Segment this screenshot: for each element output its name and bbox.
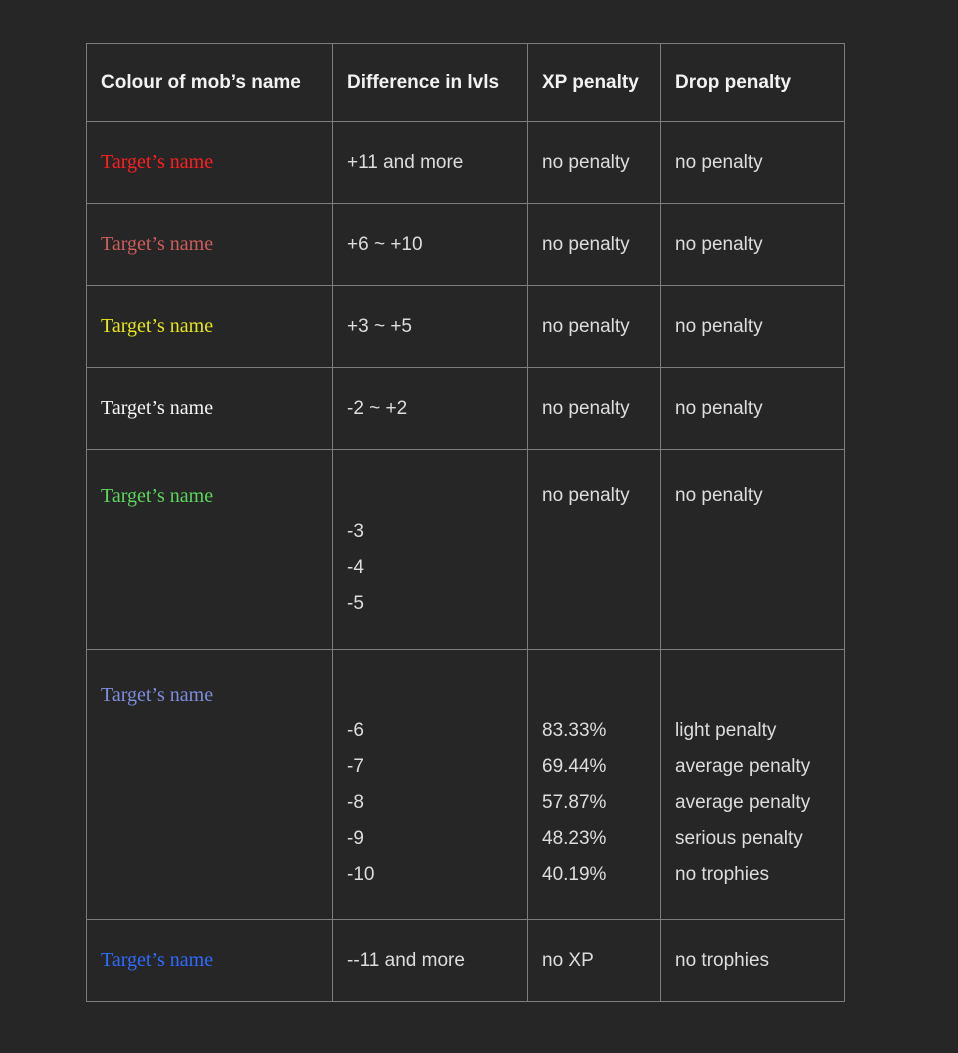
cell-line — [101, 749, 318, 785]
drop-cell: no penalty — [660, 121, 845, 204]
cell-line — [347, 677, 513, 713]
cell-line: no penalty — [542, 484, 630, 506]
cell-line — [675, 586, 830, 622]
diff-cell: +6 ~ +10 — [332, 203, 528, 286]
xp-cell: no XP — [527, 919, 661, 1002]
xp-cell: no penalty — [527, 367, 661, 450]
cell-line — [675, 550, 830, 586]
cell-line: 57.87% — [542, 791, 607, 813]
xp-cell: no penalty — [527, 449, 661, 650]
drop-cell: no penalty — [660, 367, 845, 450]
header-difference-in-lvls: Difference in lvls — [332, 43, 528, 122]
xp-cell: 83.33% 69.44% 57.87% 48.23% 40.19% — [527, 649, 661, 920]
table-row: Target’s name +3 ~ +5 no penalty no pena… — [86, 285, 845, 368]
header-drop-penalty: Drop penalty — [660, 43, 845, 122]
header-xp-penalty: XP penalty — [527, 43, 661, 122]
mob-name-cell: Target’s name — [86, 919, 333, 1002]
cell-line: no penalty — [675, 484, 763, 506]
cell-line — [675, 677, 830, 713]
cell-line — [101, 785, 318, 821]
cell-line: 48.23% — [542, 827, 607, 849]
xp-cell: no penalty — [527, 121, 661, 204]
cell-line — [101, 586, 318, 622]
mob-level-penalty-table: Colour of mob’s name Difference in lvls … — [86, 43, 845, 1002]
cell-line — [542, 514, 646, 550]
diff-cell: -6 -7 -8 -9 -10 — [332, 649, 528, 920]
cell-line: -6 — [347, 719, 364, 741]
drop-cell: no penalty — [660, 449, 845, 650]
xp-cell: no penalty — [527, 285, 661, 368]
cell-line: -3 — [347, 520, 364, 542]
cell-line — [101, 713, 318, 749]
table-row: Target’s name --11 and more no XP no tro… — [86, 919, 845, 1002]
drop-cell: no penalty — [660, 203, 845, 286]
mob-level-penalty-table-container: Colour of mob’s name Difference in lvls … — [86, 43, 845, 1002]
drop-cell: no penalty — [660, 285, 845, 368]
cell-line: average penalty — [675, 791, 811, 813]
xp-cell: no penalty — [527, 203, 661, 286]
table-row: Target’s name -2 ~ +2 no penalty no pena… — [86, 367, 845, 450]
cell-line — [675, 514, 830, 550]
cell-line: -8 — [347, 791, 364, 813]
cell-line: 69.44% — [542, 755, 607, 777]
mob-name-cell: Target’s name — [86, 367, 333, 450]
cell-line: Target’s name — [101, 683, 214, 706]
cell-line: 40.19% — [542, 863, 607, 885]
cell-line — [542, 677, 646, 713]
cell-line: -5 — [347, 592, 364, 614]
drop-cell: no trophies — [660, 919, 845, 1002]
cell-line: light penalty — [675, 719, 777, 741]
diff-cell: --11 and more — [332, 919, 528, 1002]
cell-line: -4 — [347, 556, 364, 578]
diff-cell: -3 -4 -5 — [332, 449, 528, 650]
cell-line: 83.33% — [542, 719, 607, 741]
cell-line — [101, 821, 318, 857]
mob-name-cell: Target’s name — [86, 121, 333, 204]
cell-line: -7 — [347, 755, 364, 777]
cell-line — [347, 478, 513, 514]
mob-name-cell: Target’s name — [86, 649, 333, 920]
table-row: Target’s name -3 -4 -5 no penalty — [86, 449, 845, 650]
cell-line: no trophies — [675, 863, 770, 885]
cell-line: average penalty — [675, 755, 811, 777]
table-row: Target’s name -6 -7 -8 -9 -10 — [86, 649, 845, 920]
cell-line — [542, 550, 646, 586]
cell-line — [542, 586, 646, 622]
cell-line: -9 — [347, 827, 364, 849]
diff-cell: +3 ~ +5 — [332, 285, 528, 368]
mob-name-cell: Target’s name — [86, 449, 333, 650]
cell-line: -10 — [347, 863, 375, 885]
diff-cell: +11 and more — [332, 121, 528, 204]
cell-line — [101, 550, 318, 586]
table-header-row: Colour of mob’s name Difference in lvls … — [86, 43, 845, 122]
drop-cell: light penalty average penalty average pe… — [660, 649, 845, 920]
table-row: Target’s name +6 ~ +10 no penalty no pen… — [86, 203, 845, 286]
cell-line — [101, 514, 318, 550]
diff-cell: -2 ~ +2 — [332, 367, 528, 450]
mob-name-cell: Target’s name — [86, 203, 333, 286]
mob-name-cell: Target’s name — [86, 285, 333, 368]
table-row: Target’s name +11 and more no penalty no… — [86, 121, 845, 204]
cell-line: Target’s name — [101, 484, 214, 507]
cell-line: serious penalty — [675, 827, 803, 849]
header-colour-of-mobs-name: Colour of mob’s name — [86, 43, 333, 122]
cell-line — [101, 857, 318, 893]
